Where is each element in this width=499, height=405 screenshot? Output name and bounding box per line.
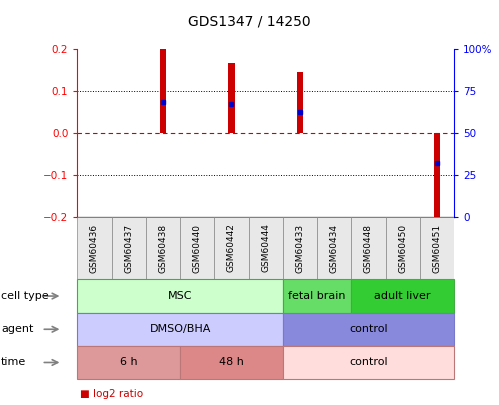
Text: GSM60436: GSM60436 [90, 224, 99, 273]
Bar [386, 217, 420, 279]
Bar [180, 217, 215, 279]
Text: GSM60450: GSM60450 [398, 224, 407, 273]
Bar [215, 217, 249, 279]
Bar [112, 217, 146, 279]
Text: GSM60444: GSM60444 [261, 224, 270, 273]
Text: DMSO/BHA: DMSO/BHA [149, 324, 211, 334]
Text: adult liver: adult liver [374, 291, 431, 301]
Bar [229, 63, 235, 133]
Text: ■ log2 ratio: ■ log2 ratio [80, 389, 143, 399]
Bar [160, 49, 166, 133]
Text: 6 h: 6 h [120, 358, 138, 367]
Text: GSM60440: GSM60440 [193, 224, 202, 273]
Text: MSC: MSC [168, 291, 192, 301]
Text: agent: agent [1, 324, 33, 334]
Bar [317, 217, 351, 279]
Text: time: time [1, 358, 26, 367]
Text: control: control [349, 324, 388, 334]
Text: GSM60433: GSM60433 [295, 224, 304, 273]
Text: GSM60434: GSM60434 [330, 224, 339, 273]
Bar [420, 217, 454, 279]
Text: GSM60448: GSM60448 [364, 224, 373, 273]
Bar [351, 217, 386, 279]
Bar [297, 72, 303, 133]
Text: GSM60451: GSM60451 [433, 224, 442, 273]
Bar [434, 133, 440, 223]
Bar [283, 217, 317, 279]
Bar [249, 217, 283, 279]
Bar [77, 217, 112, 279]
Text: 48 h: 48 h [219, 358, 244, 367]
Bar [146, 217, 180, 279]
Text: GSM60437: GSM60437 [124, 224, 133, 273]
Text: cell type: cell type [1, 291, 48, 301]
Text: fetal brain: fetal brain [288, 291, 346, 301]
Text: GSM60442: GSM60442 [227, 224, 236, 273]
Text: GSM60438: GSM60438 [159, 224, 168, 273]
Text: control: control [349, 358, 388, 367]
Text: GDS1347 / 14250: GDS1347 / 14250 [188, 14, 311, 28]
